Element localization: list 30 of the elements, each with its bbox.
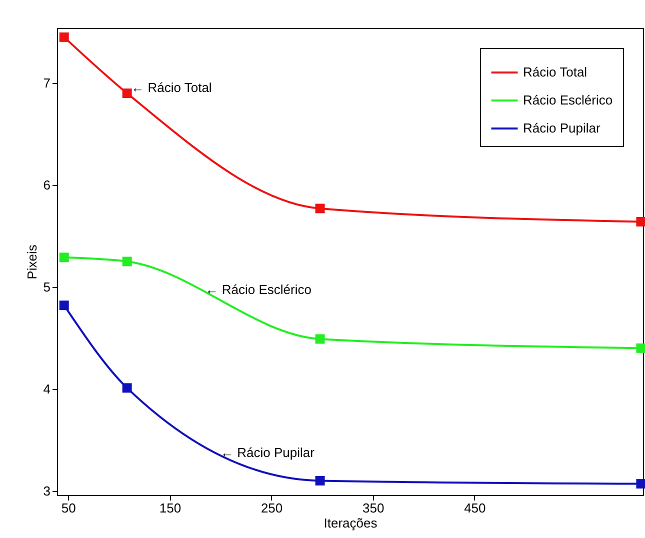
- y-tick-label: 7: [43, 76, 50, 91]
- point: [315, 334, 325, 344]
- y-tick-label: 6: [43, 178, 50, 193]
- legend-label: Rácio Pupilar: [523, 120, 601, 136]
- point: [122, 383, 132, 393]
- point: [636, 479, 645, 489]
- y-tick-label: 3: [43, 483, 50, 498]
- x-tick-label: 150: [159, 500, 182, 516]
- y-axis-title: Pixeis: [24, 244, 40, 280]
- x-axis-title: Iterações: [324, 516, 378, 530]
- annotation: ← Rácio Esclérico: [205, 282, 312, 298]
- x-tick-label: 50: [61, 500, 76, 516]
- point: [122, 88, 132, 98]
- point: [636, 343, 645, 353]
- x-tick-label: 250: [260, 500, 283, 516]
- point: [315, 204, 325, 214]
- annotation: ← Rácio Pupilar: [220, 445, 316, 460]
- y-tick-label: 5: [43, 279, 50, 294]
- x-tick-label: 350: [362, 500, 384, 516]
- legend-label: Rácio Total: [523, 64, 588, 80]
- x-tick-label: 450: [464, 500, 486, 516]
- point: [59, 300, 69, 310]
- y-tick-label: 4: [43, 381, 50, 396]
- point: [59, 32, 69, 42]
- point: [636, 216, 645, 226]
- point: [59, 252, 69, 262]
- point: [122, 256, 132, 266]
- legend-label: Rácio Esclérico: [523, 92, 613, 108]
- annotation: ← Rácio Total: [131, 80, 212, 96]
- point: [315, 476, 325, 486]
